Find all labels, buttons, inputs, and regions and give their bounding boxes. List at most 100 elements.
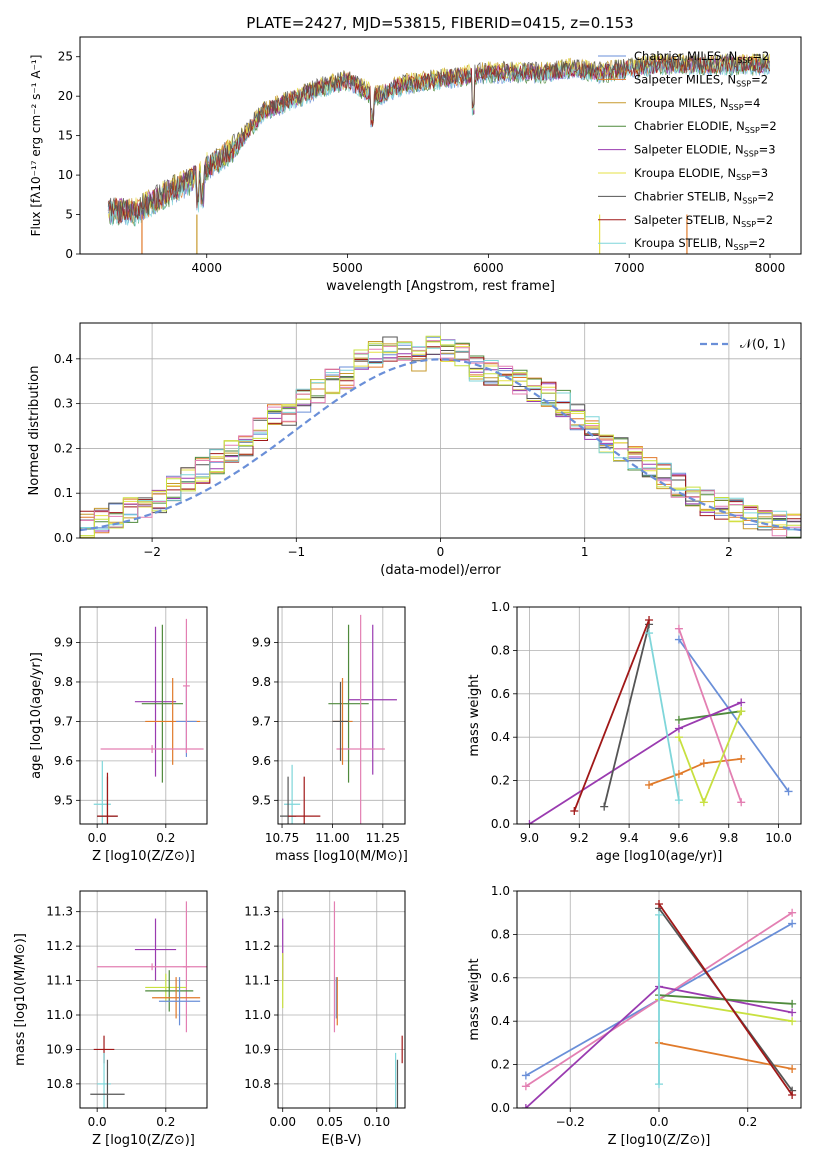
error-bar-point xyxy=(97,1052,111,1108)
x-tick-label: 9.8 xyxy=(719,831,738,845)
point-marker xyxy=(788,919,797,928)
mass-vs-metallicity-panel: 0.0 0.2 10.8 10.9 11.0 11.1 11.2 11.3 Z [log10(Z… xyxy=(13,890,208,1148)
x-tick-label: 0.2 xyxy=(156,831,175,845)
point-marker xyxy=(788,999,797,1008)
point-marker xyxy=(699,759,708,768)
x-tick-label: 0.2 xyxy=(738,1115,757,1129)
error-bar-point xyxy=(328,624,369,783)
x-tick-label: 9.4 xyxy=(620,831,639,845)
point-marker xyxy=(521,1071,530,1080)
point-marker xyxy=(645,616,654,625)
point-marker xyxy=(788,1008,797,1017)
point-marker xyxy=(737,698,746,707)
legend-label: Salpeter MILES, NSSP=2 xyxy=(634,72,768,88)
point-marker xyxy=(788,1064,797,1073)
point-marker xyxy=(737,798,746,807)
legend-label: Salpeter STELIB, NSSP=2 xyxy=(634,213,773,229)
x-tick-label: 0.0 xyxy=(88,831,107,845)
point-marker xyxy=(788,1017,797,1026)
x-tick-label: 9.2 xyxy=(570,831,589,845)
error-bar-point xyxy=(348,624,397,775)
point-marker xyxy=(655,910,663,919)
mass-vs-metallicity-panel-plot-area xyxy=(80,891,207,1108)
y-tick-label: 1.0 xyxy=(491,600,510,614)
point-marker xyxy=(521,1082,530,1091)
y-tick-label: 0.6 xyxy=(491,687,510,701)
y-tick-label: 9.8 xyxy=(54,675,73,689)
series-line xyxy=(658,903,793,1096)
axes-frame xyxy=(277,606,406,825)
x-axis-label: Z [log10(Z/Z⊙)] xyxy=(92,849,195,864)
x-tick-label: 2 xyxy=(725,545,733,559)
x-tick-label: −2 xyxy=(143,545,161,559)
point-marker xyxy=(674,724,683,733)
legend-label: Chabrier ELODIE, NSSP=2 xyxy=(634,119,777,135)
y-tick-label: 0.2 xyxy=(491,774,510,788)
error-bar-point xyxy=(134,626,177,777)
point-marker xyxy=(521,1104,530,1108)
y-tick-label: 0.0 xyxy=(491,817,510,831)
y-tick-label: 11.1 xyxy=(46,974,73,988)
y-tick-label: 11.0 xyxy=(46,1008,73,1022)
point-marker xyxy=(674,770,683,779)
y-tick-label: 15 xyxy=(58,129,73,143)
spectrum-legend: Chabrier MILES, NSSP=2 Salpeter MILES, NS… xyxy=(598,49,777,252)
spectrum-panel: 4000 5000 6000 7000 8000 0 5 10 15 20 25 wavelength… xyxy=(29,36,802,294)
y-tick-label: 0.8 xyxy=(491,643,510,657)
error-bar-point xyxy=(336,614,385,824)
mass-vs-extinction-panel: 0.00 0.05 0.10 10.8 10.9 11.0 11.1 11.2 11.3 E(B-… xyxy=(244,890,406,1148)
axes-frame xyxy=(79,36,802,255)
y-tick-label: 11.1 xyxy=(244,974,271,988)
legend-label: Kroupa ELODIE, NSSP=3 xyxy=(634,166,768,182)
y-axis-label: age [log10(age/yr)] xyxy=(29,652,44,779)
weight-series xyxy=(600,620,654,811)
point-marker xyxy=(674,624,683,633)
y-tick-label: 9.8 xyxy=(252,675,271,689)
error-bar-point xyxy=(182,618,190,753)
weight-series xyxy=(525,698,746,824)
x-tick-label: 11.25 xyxy=(366,831,400,845)
y-tick-label: 0.0 xyxy=(491,1101,510,1115)
x-tick-label: 1 xyxy=(581,545,589,559)
y-axis-label: mass [log10(M/M⊙)] xyxy=(13,933,28,1066)
x-axis-label: E(B-V) xyxy=(321,1133,361,1148)
x-tick-label: 8000 xyxy=(755,261,786,275)
error-bar-point xyxy=(145,970,194,1012)
y-axis-label: mass weight xyxy=(467,674,482,756)
spectrum-line xyxy=(107,52,771,222)
point-marker xyxy=(570,806,579,815)
y-tick-label: 9.9 xyxy=(54,636,73,650)
age-vs-mass-panel: 10.75 11.00 11.25 9.5 9.6 9.7 9.8 9.9 mass [log1… xyxy=(252,606,408,864)
error-bar-point xyxy=(97,963,207,971)
y-tick-label: 11.3 xyxy=(46,905,73,919)
error-bar-point xyxy=(134,918,177,981)
y-tick-label: 11.0 xyxy=(244,1008,271,1022)
y-tick-label: 11.2 xyxy=(244,939,271,953)
y-tick-label: 10.9 xyxy=(244,1042,271,1056)
x-tick-label: 7000 xyxy=(614,261,645,275)
axes-frame xyxy=(277,890,406,1109)
series-line xyxy=(573,619,650,812)
point-marker xyxy=(655,1080,663,1089)
x-tick-label: 4000 xyxy=(191,261,222,275)
mass-weight-vs-metallicity-panel-plot-area xyxy=(517,891,801,1108)
x-tick-label: 0.00 xyxy=(269,1115,296,1129)
x-tick-label: 9.0 xyxy=(520,831,539,845)
x-axis-label: age [log10(age/yr)] xyxy=(596,849,723,864)
age-vs-metallicity-panel-plot-area xyxy=(80,607,207,824)
y-axis-label: mass weight xyxy=(467,958,482,1040)
legend-label: Kroupa MILES, NSSP=4 xyxy=(634,96,760,112)
y-tick-label: 25 xyxy=(58,50,73,64)
y-tick-label: 1.0 xyxy=(491,884,510,898)
point-marker xyxy=(674,715,683,724)
error-bar-point xyxy=(158,977,201,1026)
axes-frame xyxy=(516,606,802,825)
y-tick-label: 9.5 xyxy=(252,793,271,807)
y-tick-label: 5 xyxy=(65,208,73,222)
x-tick-label: 5000 xyxy=(332,261,363,275)
y-tick-label: 0.2 xyxy=(54,441,73,455)
y-axis-label: Flux [fλ10⁻¹⁷ erg cm⁻² s⁻¹ A⁻¹] xyxy=(29,55,43,237)
y-tick-label: 0.2 xyxy=(491,1058,510,1072)
error-bar-point xyxy=(97,772,118,824)
